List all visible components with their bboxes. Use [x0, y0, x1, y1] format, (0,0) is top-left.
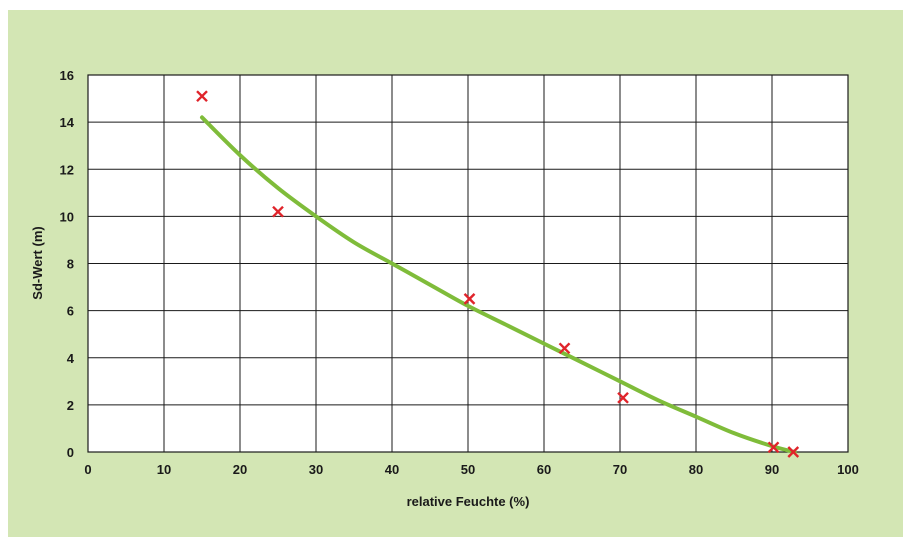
data-point-marker	[463, 292, 476, 305]
y-tick-label: 0	[67, 445, 74, 460]
x-axis-label: relative Feuchte (%)	[407, 494, 530, 509]
grid-lines	[87, 74, 849, 453]
data-point-marker	[767, 441, 780, 454]
trend-line-group	[200, 115, 797, 454]
data-point-marker	[787, 446, 800, 458]
x-tick-label: 20	[233, 462, 247, 477]
x-tick-label: 0	[84, 462, 91, 477]
y-tick-labels: 0 2 4 6 8 10 12 14 16	[60, 68, 75, 460]
x-tick-label: 70	[613, 462, 627, 477]
y-tick-label: 8	[67, 257, 74, 272]
y-tick-label: 6	[67, 304, 74, 319]
data-points-group	[196, 90, 800, 458]
y-axis-label: Sd-Wert (m)	[30, 226, 45, 299]
data-point-marker	[272, 205, 284, 218]
trend-line	[200, 115, 797, 454]
y-tick-label: 16	[60, 68, 74, 83]
x-tick-label: 40	[385, 462, 399, 477]
y-tick-label: 10	[60, 209, 74, 224]
x-tick-label: 10	[157, 462, 171, 477]
x-tick-label: 80	[689, 462, 703, 477]
x-tick-label: 50	[461, 462, 475, 477]
plot-border	[87, 74, 849, 453]
x-tick-label: 30	[309, 462, 323, 477]
x-tick-label: 90	[765, 462, 779, 477]
data-point-marker	[558, 342, 571, 355]
y-tick-label: 14	[60, 115, 75, 130]
x-tick-label: 100	[837, 462, 859, 477]
x-tick-label: 60	[537, 462, 551, 477]
y-tick-label: 12	[60, 162, 74, 177]
y-tick-label: 4	[67, 351, 75, 366]
data-point-marker	[196, 90, 208, 103]
y-tick-label: 2	[67, 398, 74, 413]
x-tick-labels: 0 10 20 30 40 50 60 70 80 90 100	[84, 462, 858, 477]
data-point-marker	[617, 391, 629, 404]
